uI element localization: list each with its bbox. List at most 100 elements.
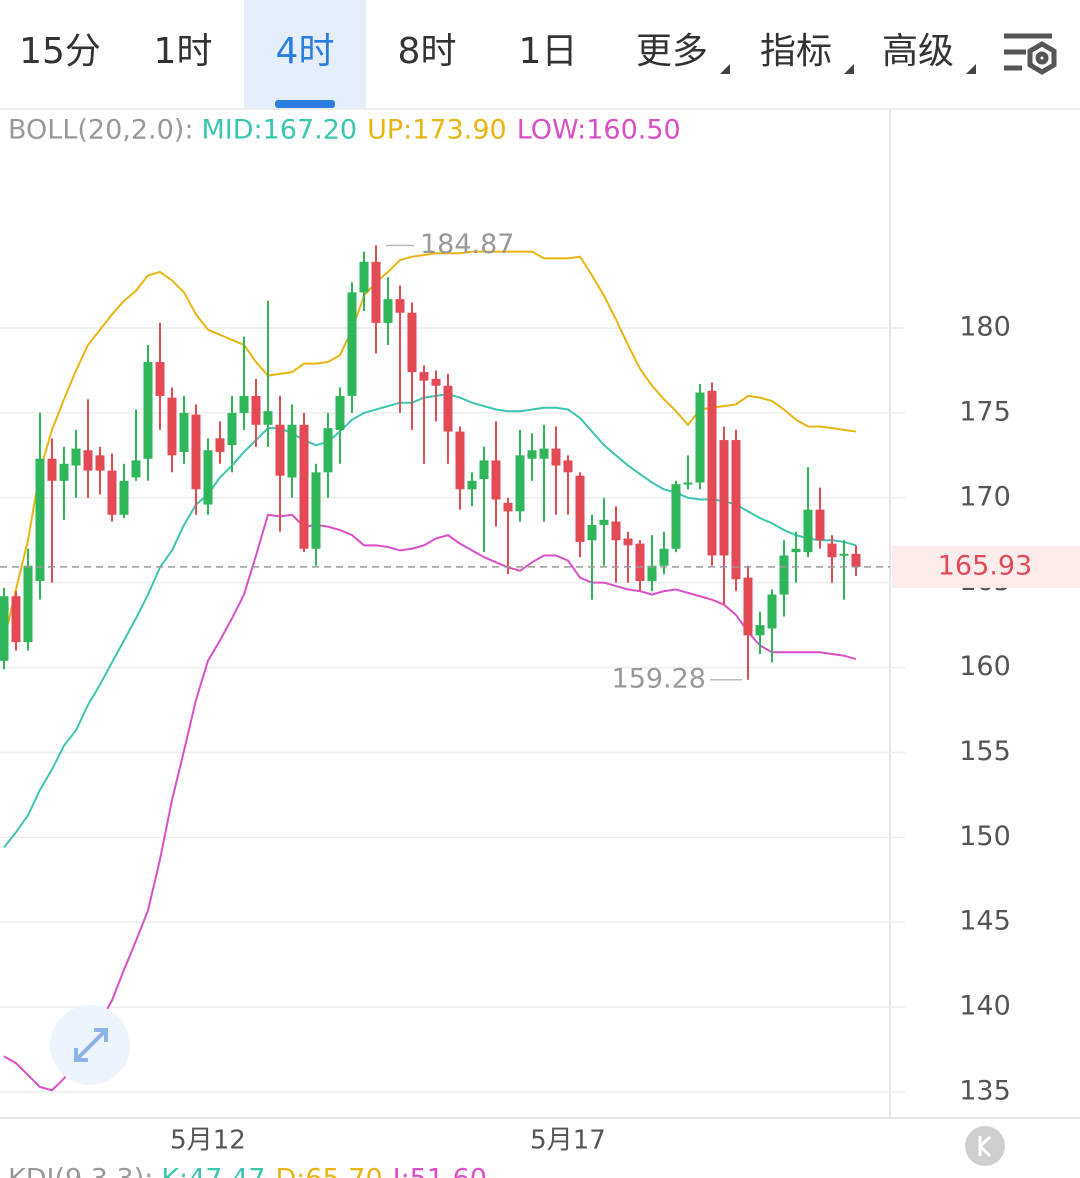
candle-body [647, 565, 657, 581]
candle-body [251, 395, 261, 425]
candle-body [371, 261, 381, 323]
tab[interactable]: 更多 [636, 31, 708, 72]
dropdown-arrow [844, 64, 854, 74]
last-price-label: 165.93 [938, 550, 1032, 581]
candle-body [275, 424, 285, 476]
collapse-icon [978, 1135, 992, 1158]
candle-body [215, 438, 225, 452]
candle-body [143, 361, 153, 459]
settings-icon[interactable] [1004, 33, 1057, 75]
indicator-label: BOLL(20,2.0): [8, 115, 193, 146]
candle-body [443, 385, 453, 432]
candle-body [731, 440, 741, 580]
candle-body [695, 392, 705, 483]
candle-body [659, 548, 669, 566]
legend-entry: K:47.47 [161, 1164, 265, 1178]
candle-body [71, 448, 81, 466]
tab[interactable]: 1日 [519, 31, 578, 72]
dropdown-arrow [720, 64, 730, 74]
candle-body [635, 543, 645, 581]
tab[interactable]: 15分 [19, 31, 101, 72]
y-tick-label: 160 [959, 651, 1011, 682]
legend-entry: MID:167.20 [201, 115, 357, 146]
dropdown-arrow [966, 64, 976, 74]
candle-body [623, 538, 633, 546]
y-tick-label: 170 [959, 481, 1011, 512]
candle-body [155, 361, 165, 396]
x-tick-label: 5月12 [170, 1126, 246, 1156]
plot: 184.87 159.28 [0, 229, 861, 1092]
candle-body [227, 412, 237, 446]
candle-body [347, 292, 357, 396]
candle-body [239, 395, 249, 413]
candle-body [191, 414, 201, 490]
candle-body [527, 450, 537, 459]
candle-body [539, 448, 549, 459]
candle-body [563, 460, 573, 473]
candle-body [11, 596, 21, 643]
candle-body [263, 411, 273, 425]
candle-body [755, 625, 765, 636]
candle-body [83, 450, 93, 471]
candle-body [203, 450, 213, 505]
candle-body [95, 455, 105, 471]
candle-body [515, 455, 525, 512]
candle-body [779, 555, 789, 595]
tab[interactable]: 8时 [398, 31, 457, 72]
candle-body [839, 553, 849, 556]
candle-body [431, 378, 441, 386]
high-label: 184.87 [420, 229, 514, 260]
candle-body [767, 594, 777, 629]
candle-body [35, 458, 45, 581]
candle-body [587, 524, 597, 541]
candle-body [719, 440, 729, 556]
candle-body [179, 412, 189, 452]
candle-body [707, 390, 717, 556]
candle-body [167, 397, 177, 456]
candle-body [0, 596, 9, 661]
candle-body [683, 482, 693, 485]
candle-body [119, 480, 129, 515]
candle-body [791, 548, 801, 553]
candle-body [107, 470, 117, 515]
y-tick-label: 150 [959, 821, 1011, 852]
candle-body [851, 553, 861, 567]
candle-body [419, 372, 429, 381]
y-tick-label: 140 [959, 991, 1011, 1022]
candle-body [827, 543, 837, 558]
collapse-button[interactable] [965, 1126, 1005, 1166]
candle-body [491, 460, 501, 500]
low-label: 159.28 [612, 663, 706, 694]
active-tab-indicator [275, 100, 335, 108]
candle-body [311, 472, 321, 549]
y-tick-label: 175 [959, 396, 1011, 427]
tab[interactable]: 1时 [154, 31, 213, 72]
candle-body [743, 577, 753, 636]
candle-body [407, 312, 417, 373]
candle-body [455, 431, 465, 490]
candle-body [335, 395, 345, 430]
candle-body [323, 428, 333, 473]
candle-body [299, 424, 309, 549]
candle-body [599, 519, 609, 525]
legend-entry: UP:173.90 [367, 115, 507, 146]
y-tick-label: 155 [959, 736, 1011, 767]
candle-body [671, 484, 681, 549]
y-tick-label: 135 [959, 1076, 1011, 1107]
candle-body [479, 460, 489, 480]
candle-body [359, 261, 369, 293]
tab-bar: 15分 1时 4时 8时 1日 更多 指标 高级 [0, 0, 1080, 110]
tab[interactable]: 高级 [882, 31, 954, 72]
candle-body [383, 299, 393, 323]
tab[interactable]: 指标 [760, 31, 832, 72]
candle-body [23, 565, 33, 643]
candle-body [395, 299, 405, 313]
y-tick-label: 145 [959, 906, 1011, 937]
candle-body [551, 448, 561, 466]
candle-body [575, 475, 585, 542]
candle-body [287, 424, 297, 478]
candle-body [503, 502, 513, 512]
tab[interactable]: 4时 [276, 31, 335, 72]
candle-body [131, 460, 141, 478]
